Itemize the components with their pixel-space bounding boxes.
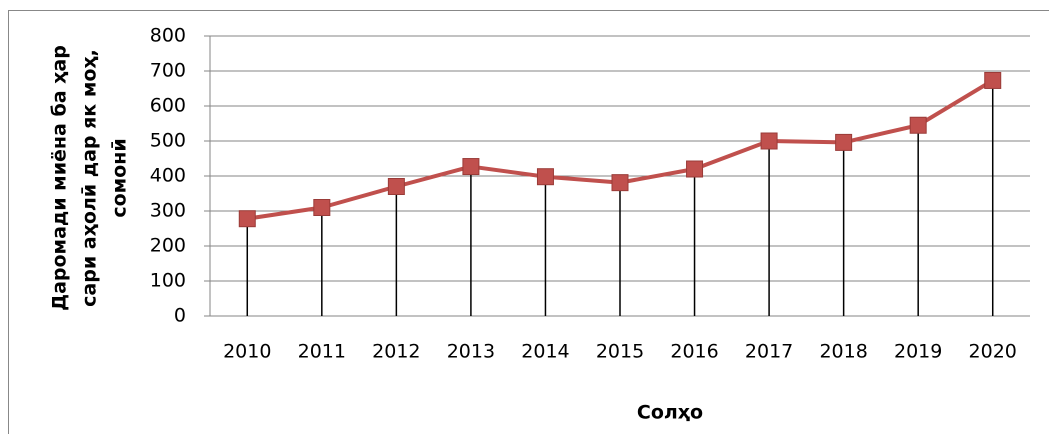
marker: [686, 160, 704, 178]
x-tick-label: 2010: [223, 341, 271, 363]
marker: [313, 199, 331, 216]
marker: [835, 133, 853, 151]
y-tick-label: 700: [150, 60, 186, 82]
x-tick-label: 2013: [447, 341, 495, 363]
y-tick-label: 800: [150, 25, 186, 47]
y-axis-label-line: Даромади миёна ба ҳар: [49, 45, 71, 311]
marker: [760, 132, 778, 150]
y-axis-label-line: сомонӣ: [109, 138, 131, 217]
marker: [984, 71, 1002, 89]
y-tick-label: 200: [150, 235, 186, 257]
y-tick-label: 400: [150, 165, 186, 187]
x-tick-label: 2015: [596, 341, 644, 363]
marker: [462, 158, 480, 176]
x-tick-label: 2020: [969, 341, 1017, 363]
y-tick-label: 500: [150, 130, 186, 152]
x-tick-label: 2014: [521, 341, 569, 363]
marker: [238, 210, 256, 228]
x-tick-label: 2016: [670, 341, 718, 363]
marker: [536, 168, 554, 186]
y-tick-label: 300: [150, 200, 186, 222]
x-tick-label: 2017: [745, 341, 793, 363]
x-tick-label: 2012: [372, 341, 420, 363]
marker: [611, 174, 629, 192]
y-tick-label: 100: [150, 270, 186, 292]
x-tick-label: 2011: [298, 341, 346, 363]
y-tick-label: 0: [174, 305, 186, 327]
x-tick-label: 2018: [819, 341, 867, 363]
marker: [387, 178, 405, 195]
x-axis-label: Солҳо: [637, 402, 703, 424]
x-tick-label: 2019: [894, 341, 942, 363]
y-axis-label: Даромади миёна ба ҳар сари аҳолӣ дар як …: [49, 45, 131, 311]
y-axis-label-line: сари аҳолӣ дар як моҳ,: [79, 49, 101, 307]
marker: [909, 116, 927, 134]
chart-border: [8, 10, 1049, 434]
y-tick-label: 600: [150, 95, 186, 117]
